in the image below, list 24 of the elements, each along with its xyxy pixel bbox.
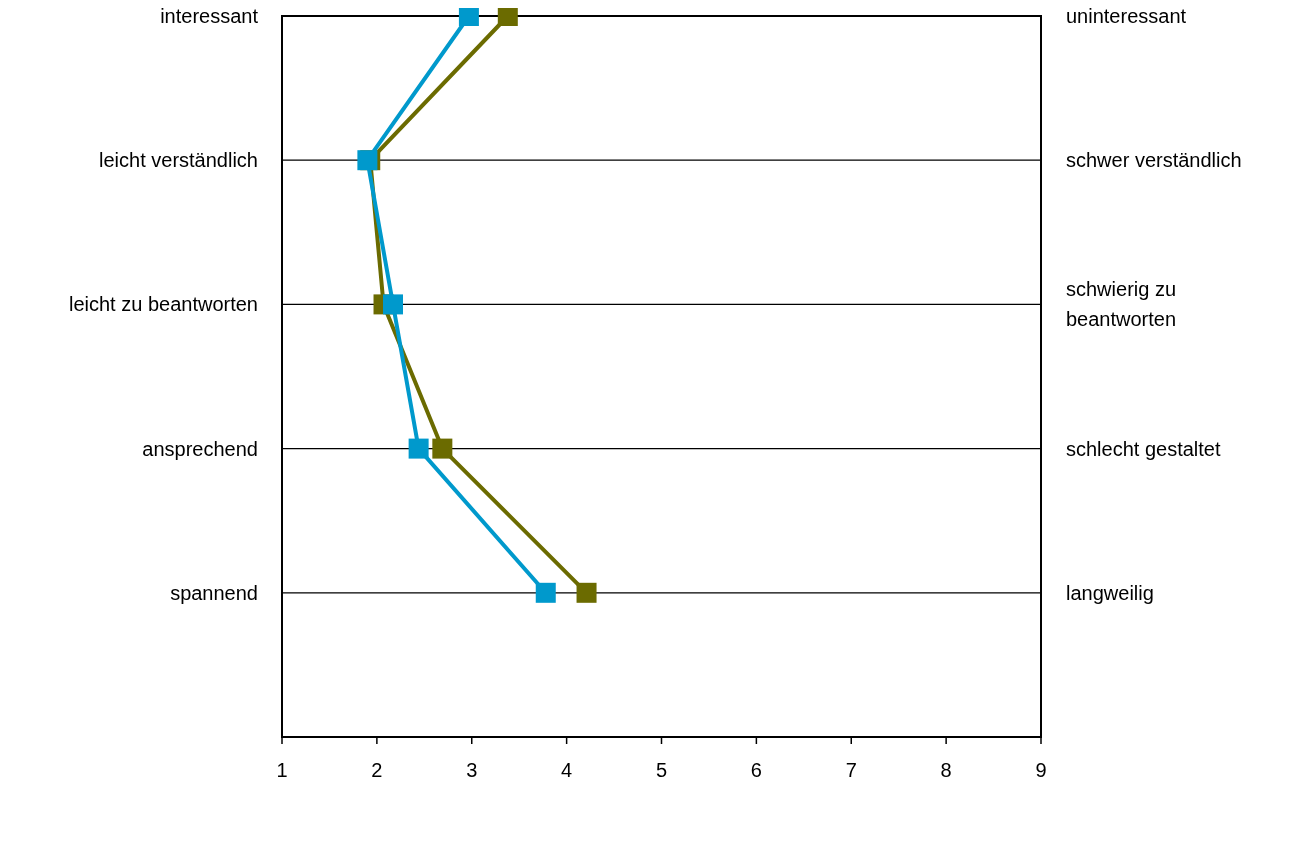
x-tick-label: 5 (655, 759, 668, 781)
x-tick-label: 1 (276, 759, 288, 781)
point (408, 438, 429, 459)
x-tick-label: 4 (561, 759, 573, 781)
x-tick-label: 7 (845, 759, 857, 781)
y2-tick-label: schwer verständlich (1066, 149, 1242, 172)
point (383, 294, 403, 315)
y2-tick-label: langweilig (1066, 581, 1154, 604)
x-tick-label: 2 (371, 759, 383, 781)
y2-tick-label: schwierig zu beantworten (1066, 278, 1177, 331)
y2-tick-label: uninteressant (1066, 5, 1187, 27)
point (535, 582, 556, 603)
x-tick-label: 8 (940, 759, 952, 781)
x-tick-label: 9 (1035, 759, 1047, 781)
y-tick-label: leicht verständlich (99, 149, 258, 172)
y-tick-label: spannend (170, 581, 258, 604)
x-tick-label: 3 (466, 759, 478, 781)
y2-tick-label: schlecht gestaltet (1066, 437, 1221, 460)
point (432, 438, 453, 459)
y-tick-label: interessant (160, 5, 259, 27)
y-tick-label: ansprechend (142, 437, 258, 460)
y-tick-label: leicht zu beantworten (68, 293, 258, 316)
x-tick-label: 6 (750, 759, 762, 781)
point (576, 582, 597, 603)
